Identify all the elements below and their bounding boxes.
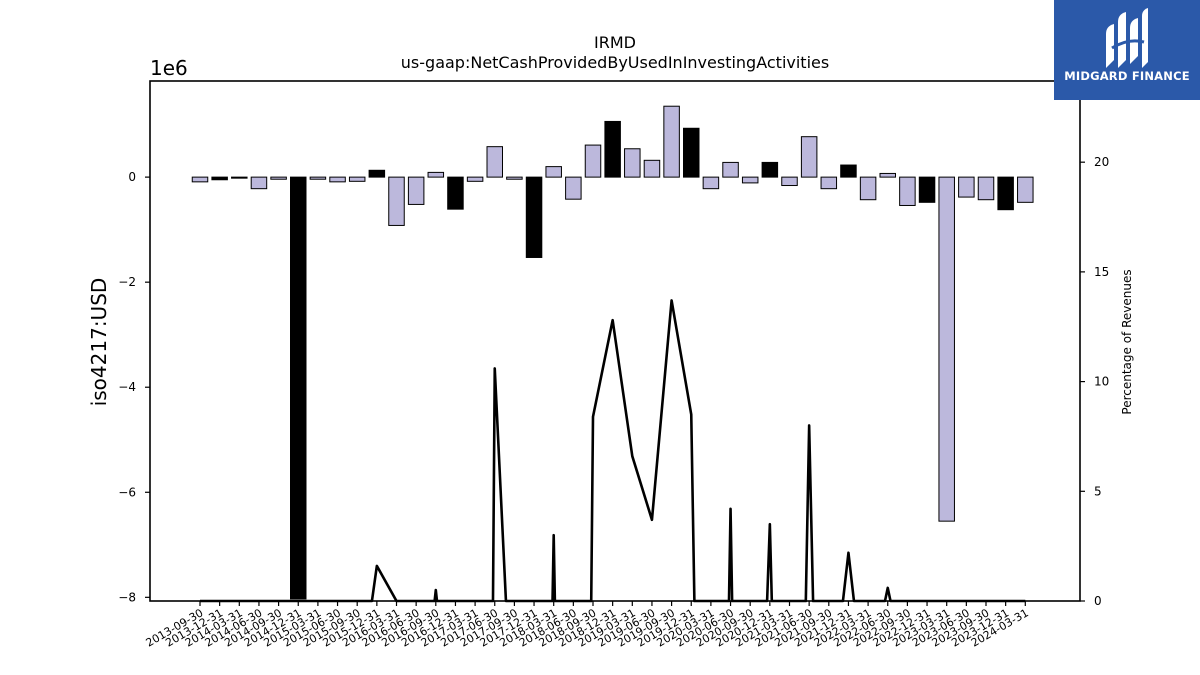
- bar: [683, 127, 700, 178]
- bar: [329, 176, 346, 183]
- bar: [1017, 176, 1034, 203]
- bar: [840, 164, 857, 178]
- bar: [545, 166, 562, 178]
- y2-tick-label: 20: [1094, 155, 1109, 169]
- bar: [525, 176, 543, 258]
- bar: [624, 148, 641, 178]
- bar: [407, 176, 425, 205]
- bar: [506, 176, 523, 180]
- bar: [250, 176, 268, 190]
- bar: [643, 159, 661, 178]
- y-tick-label: −6: [118, 485, 136, 499]
- y-tick-label: −4: [118, 380, 136, 394]
- chart-title: IRMD: [594, 33, 636, 52]
- bar: [388, 176, 405, 226]
- y-axis-label: iso4217:USD: [87, 278, 111, 407]
- bar: [348, 176, 366, 182]
- plot-frame: [149, 80, 1081, 602]
- bar: [938, 176, 955, 522]
- bar: [820, 176, 838, 190]
- bar: [958, 176, 975, 198]
- percentage-line: [200, 299, 1026, 603]
- bar: [997, 176, 1014, 211]
- bar: [781, 176, 798, 187]
- bar: [800, 136, 818, 178]
- midgard-logo-icon: [1106, 8, 1148, 68]
- bar: [270, 176, 287, 180]
- bar: [191, 176, 209, 183]
- y2-axis-label: Percentage of Revenues: [1120, 269, 1134, 414]
- bar: [741, 176, 759, 184]
- y-tick-label: −2: [118, 275, 136, 289]
- bar: [604, 120, 621, 178]
- bar: [702, 176, 720, 190]
- bar: [368, 169, 386, 178]
- bar: [859, 176, 877, 201]
- bar: [427, 171, 445, 178]
- bar: [447, 176, 464, 210]
- y2-tick-label: 15: [1094, 265, 1109, 279]
- bar: [977, 176, 995, 201]
- bar: [918, 176, 936, 203]
- bar: [486, 146, 503, 178]
- chart-subtitle: us-gaap:NetCashProvidedByUsedInInvesting…: [401, 53, 829, 72]
- axes: [149, 80, 1081, 602]
- ticks: 0−2−4−6−8 051015202013-09-302013-12-31201…: [118, 155, 1109, 649]
- bar: [231, 176, 248, 179]
- brand-name: MIDGARD FINANCE: [1064, 69, 1190, 83]
- y2-tick-label: 5: [1094, 484, 1102, 498]
- y2-tick-label: 10: [1094, 375, 1109, 389]
- y2-tick-label: 0: [1094, 594, 1102, 608]
- bar: [899, 176, 916, 206]
- bar-series: [191, 105, 1034, 600]
- bar: [290, 176, 307, 600]
- bar: [761, 161, 779, 178]
- bar: [211, 176, 228, 181]
- y-tick-label: 0: [128, 170, 136, 184]
- brand-logo: MIDGARD FINANCE: [1054, 0, 1200, 100]
- y-tick-label: −8: [118, 590, 136, 604]
- y-offset-label: 1e6: [150, 56, 188, 80]
- bar: [584, 144, 602, 178]
- bar: [309, 176, 327, 180]
- bar: [565, 176, 582, 200]
- bar: [466, 176, 484, 182]
- percentage-line-series: [200, 299, 1026, 603]
- bar: [879, 172, 896, 178]
- bar: [722, 161, 739, 178]
- bar: [663, 105, 680, 178]
